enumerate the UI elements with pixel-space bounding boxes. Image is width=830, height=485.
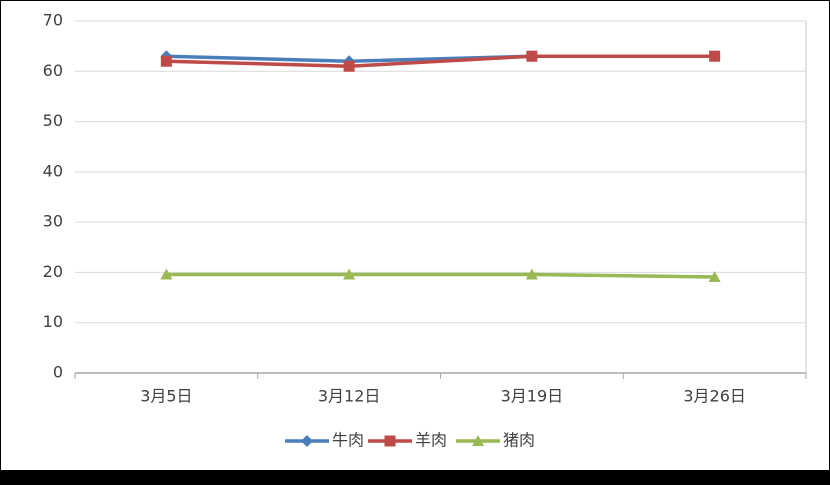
data-point <box>526 50 538 62</box>
data-point <box>708 270 721 282</box>
x-tick-label: 3月5日 <box>140 387 192 406</box>
y-tick-label: 20 <box>43 262 63 281</box>
x-tick-label: 3月26日 <box>683 387 746 406</box>
y-tick-label: 10 <box>43 312 63 331</box>
y-tick-label: 60 <box>43 61 63 80</box>
y-tick-label: 40 <box>43 161 63 180</box>
legend-label: 牛肉 <box>332 431 364 450</box>
y-tick-label: 70 <box>43 11 63 30</box>
y-tick-label: 50 <box>43 111 63 130</box>
data-point <box>709 50 721 62</box>
legend-marker <box>301 435 313 447</box>
data-point <box>343 268 356 280</box>
series-line <box>166 54 715 69</box>
data-point <box>160 55 172 67</box>
legend-label: 猪肉 <box>503 431 535 450</box>
data-point <box>160 268 173 280</box>
y-tick-label: 0 <box>53 363 63 382</box>
y-tick-label: 30 <box>43 212 63 231</box>
legend-marker <box>384 435 396 447</box>
legend-marker <box>472 435 484 446</box>
x-tick-label: 3月12日 <box>318 387 381 406</box>
bottom-band <box>0 470 830 485</box>
data-point <box>343 60 355 72</box>
x-tick-label: 3月19日 <box>501 387 564 406</box>
legend-label: 羊肉 <box>415 431 447 450</box>
data-point <box>525 268 538 280</box>
series-line <box>166 272 715 279</box>
